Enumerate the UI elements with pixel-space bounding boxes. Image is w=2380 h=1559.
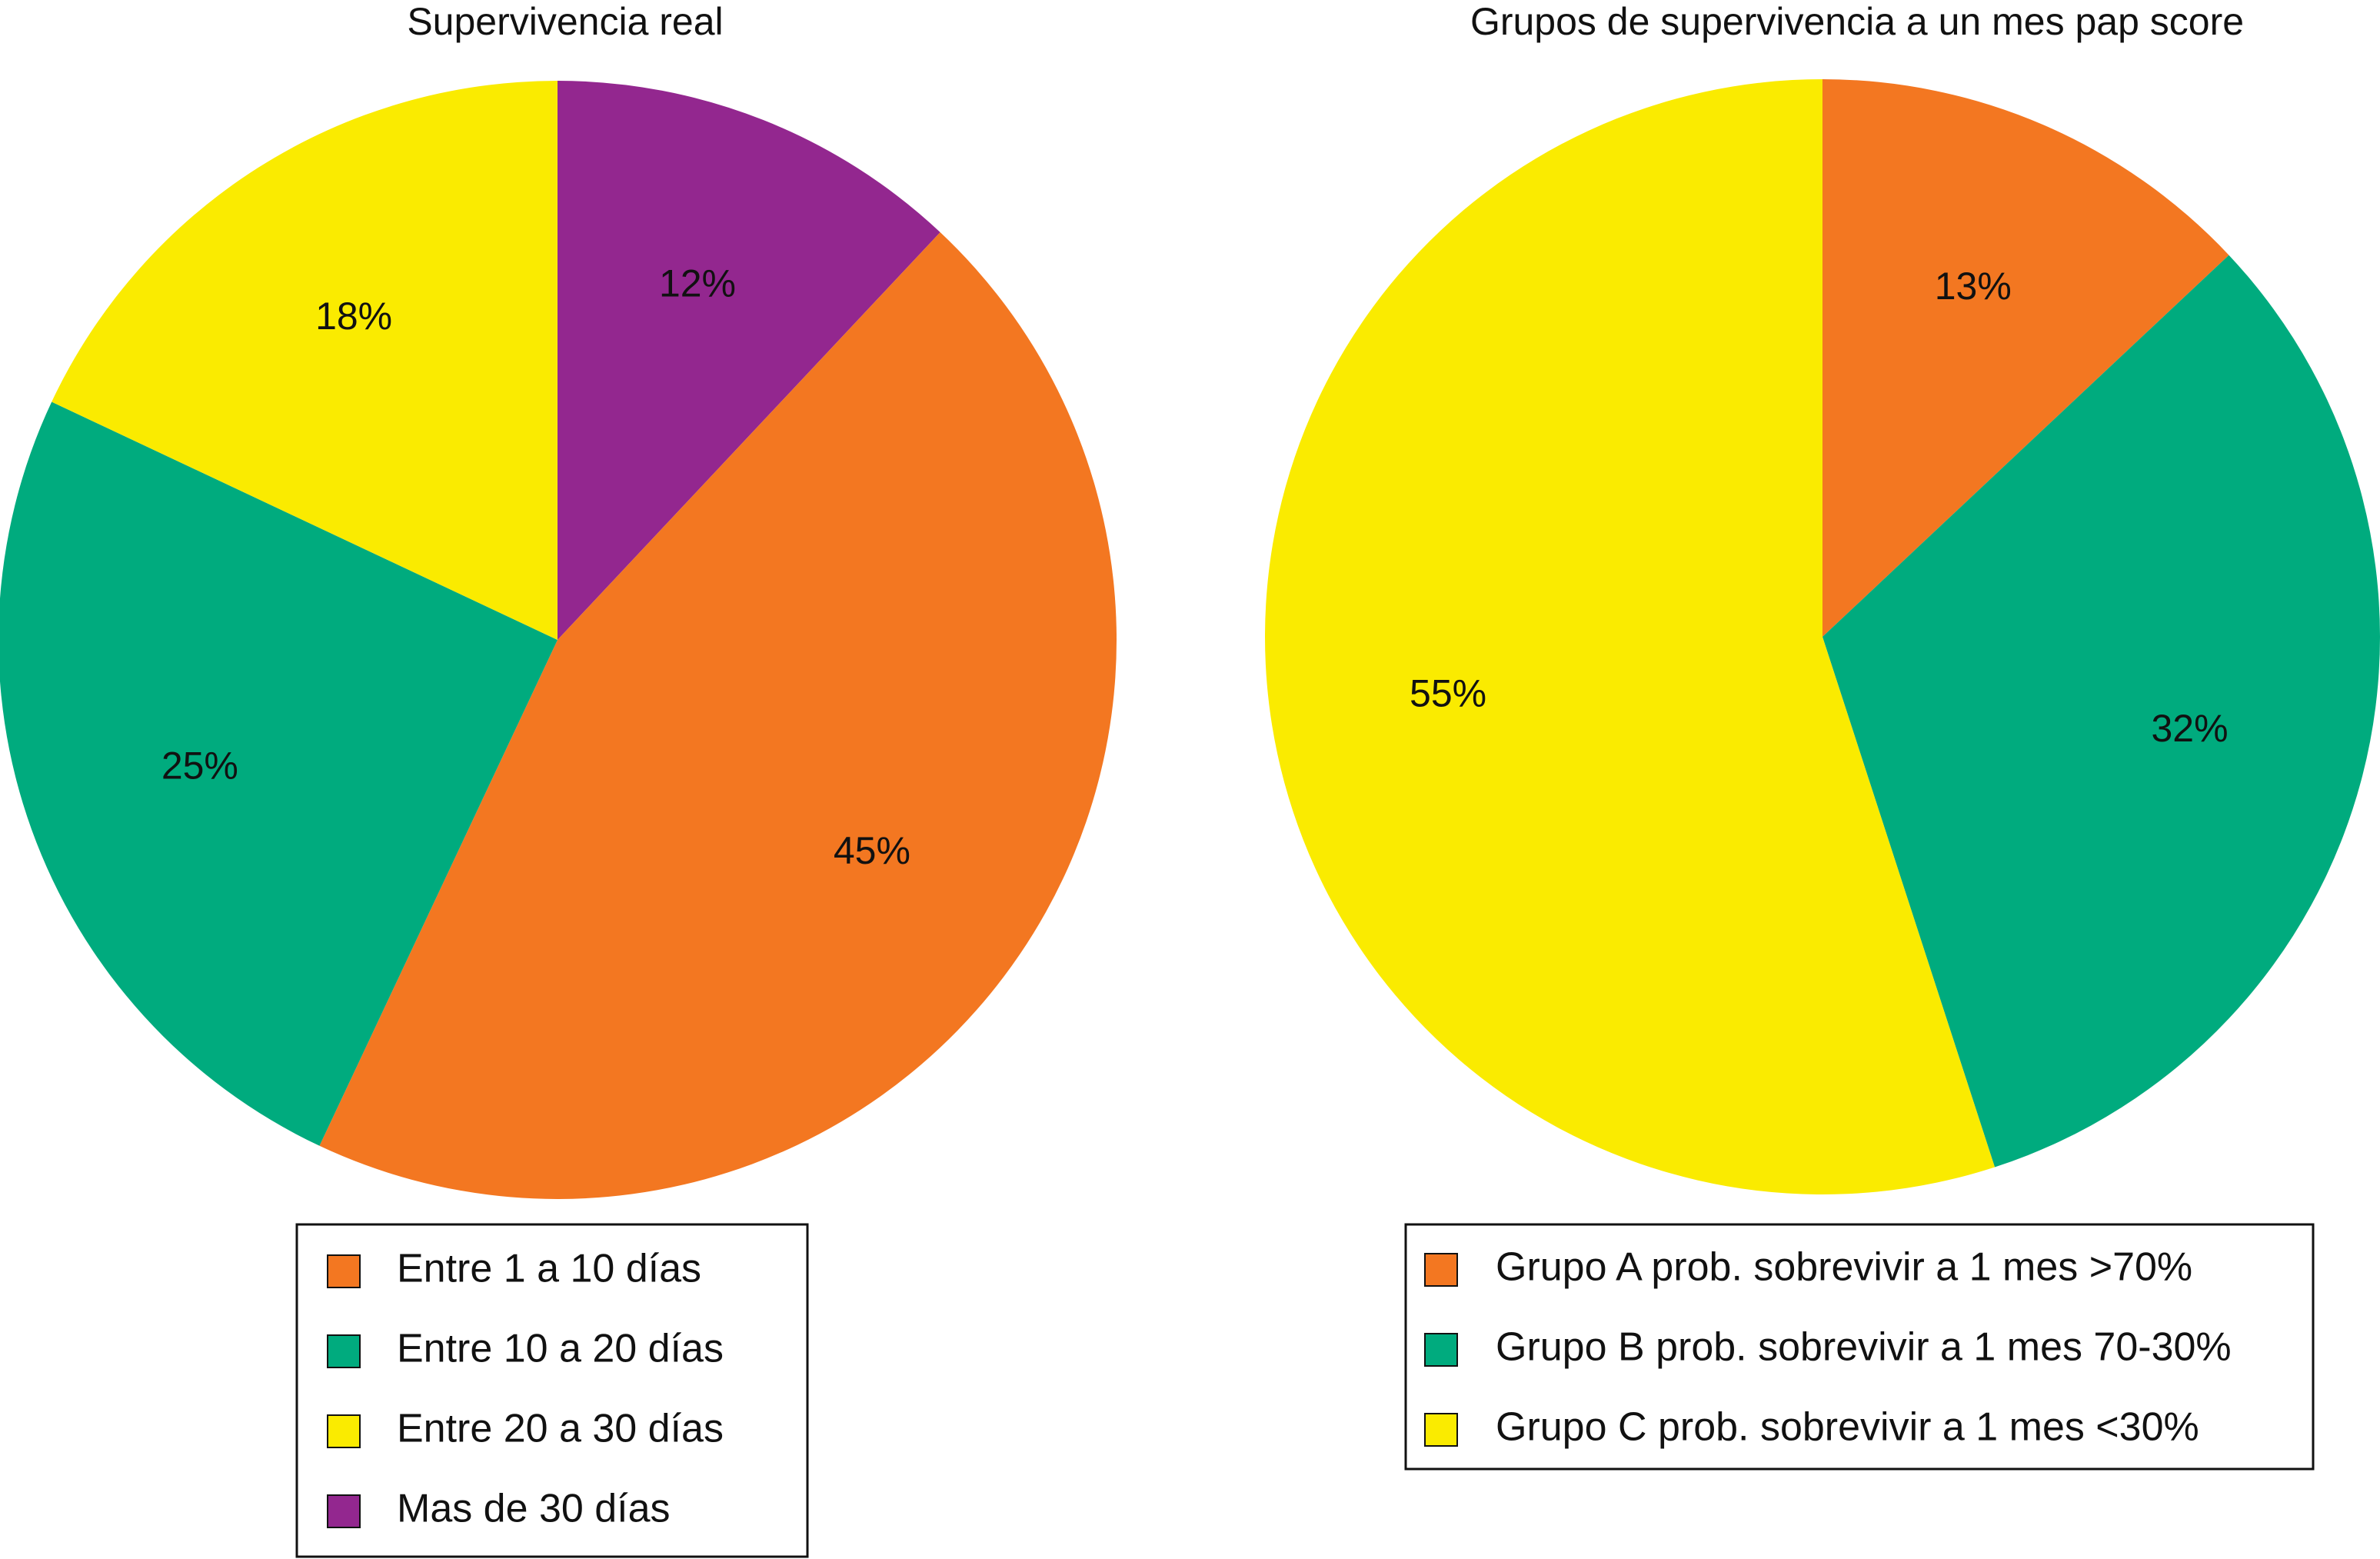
legend-swatch	[1424, 1333, 1458, 1367]
pie-slice-grupo-c-prob-sobrevivir-a-1-mes-30	[1265, 79, 1996, 1194]
legend-swatch	[327, 1494, 361, 1528]
pie-slices	[0, 81, 1117, 1199]
slice-data-label: 25%	[161, 745, 238, 788]
legend-swatch	[327, 1414, 361, 1448]
chart-title: Supervivencia real	[407, 0, 723, 43]
slice-data-label: 12%	[659, 262, 736, 305]
pie-slice-entre-20-a-30-dias	[52, 81, 558, 640]
legend-frame	[295, 1223, 809, 1558]
pie-chart-pap-score-groups: Grupos de supervivencia a un mes pap sco…	[1265, 0, 2380, 1471]
legend-frame	[1404, 1223, 2315, 1471]
legend-label: Grupo B prob. sobrevivir a 1 mes 70-30%	[1496, 1325, 2232, 1370]
pie-slice-labels: 12% 45% 25% 18%	[161, 262, 910, 873]
slice-data-label: 18%	[315, 295, 392, 338]
pie-slice-labels: 13% 32% 55%	[1410, 265, 2229, 750]
legend-swatch	[327, 1334, 361, 1368]
pie-slice-mas-de-30-dias	[558, 81, 940, 640]
pie-slice-entre-10-a-20-dias	[0, 401, 558, 1146]
pie-slice-grupo-b-prob-sobrevivir-a-1-mes-70-30	[1822, 255, 2380, 1168]
legend-label: Grupo A prob. sobrevivir a 1 mes >70%	[1496, 1245, 2192, 1290]
slice-data-label: 45%	[834, 829, 910, 872]
legend-items: Entre 1 a 10 días Entre 10 a 20 días Entre…	[327, 1247, 724, 1531]
chart-title: Grupos de supervivencia a un mes pap sco…	[1470, 0, 2244, 43]
pie-chart-real-survival: Supervivencia real 12% 45% 25% 18% Entre 1 …	[0, 0, 1117, 1558]
legend-swatch	[1424, 1253, 1458, 1287]
legend-swatch	[327, 1254, 361, 1288]
legend-label: Entre 10 a 20 días	[397, 1327, 724, 1371]
pie-slice-entre-1-a-10-dias	[319, 232, 1117, 1199]
legend-label: Entre 20 a 30 días	[397, 1407, 724, 1451]
slice-data-label: 55%	[1410, 671, 1486, 715]
pie-slices	[1265, 79, 2380, 1194]
legend-label: Mas de 30 días	[397, 1487, 671, 1531]
legend-items: Grupo A prob. sobrevivir a 1 mes >70% Gru…	[1424, 1245, 2232, 1450]
legend-swatch	[1424, 1413, 1458, 1447]
slice-data-label: 32%	[2151, 707, 2228, 750]
legend-label: Entre 1 a 10 días	[397, 1247, 701, 1291]
legend-label: Grupo C prob. sobrevivir a 1 mes <30%	[1496, 1405, 2199, 1450]
legend: Entre 1 a 10 días Entre 10 a 20 días Entre…	[295, 1223, 809, 1558]
slice-data-label: 13%	[1935, 265, 2012, 308]
legend: Grupo A prob. sobrevivir a 1 mes >70% Gru…	[1404, 1223, 2315, 1471]
pie-slice-grupo-a-prob-sobrevivir-a-1-mes-70	[1822, 79, 2229, 637]
